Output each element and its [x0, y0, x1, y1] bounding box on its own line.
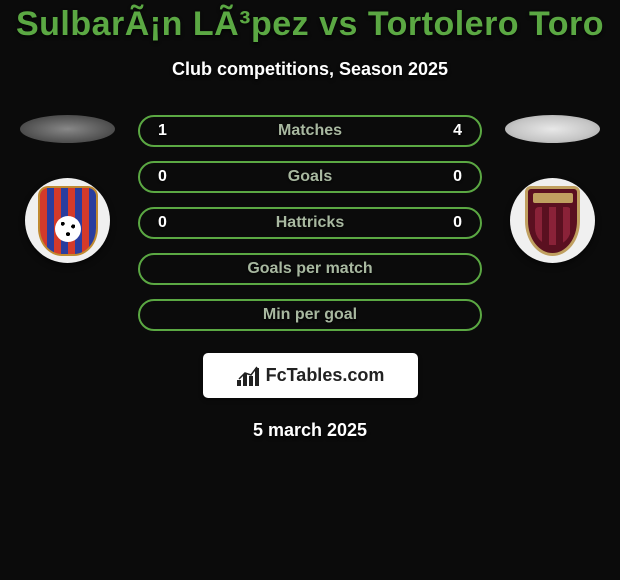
stat-label: Hattricks [178, 214, 442, 232]
stat-right-value: 0 [442, 168, 462, 186]
date-text: 5 march 2025 [0, 420, 620, 441]
brand-text: FcTables.com [266, 365, 385, 386]
stat-row-goals: 0 Goals 0 [138, 161, 482, 193]
stat-left-value: 1 [158, 122, 178, 140]
right-player-marker [505, 115, 600, 143]
left-side [15, 115, 120, 263]
stat-label: Matches [178, 122, 442, 140]
stat-row-hattricks: 0 Hattricks 0 [138, 207, 482, 239]
msc-shield-icon [38, 186, 98, 256]
left-player-marker [20, 115, 115, 143]
page-title: SulbarÃ¡n LÃ³pez vs Tortolero Toro [0, 5, 620, 44]
brand-box[interactable]: FcTables.com [203, 353, 418, 398]
stat-row-matches: 1 Matches 4 [138, 115, 482, 147]
stat-left-value: 0 [158, 214, 178, 232]
bars-icon [236, 366, 260, 386]
main-row: 1 Matches 4 0 Goals 0 0 Hattricks 0 Goal… [0, 115, 620, 331]
stat-row-gpm: Goals per match [138, 253, 482, 285]
stat-label: Goals [178, 168, 442, 186]
comparison-card: SulbarÃ¡n LÃ³pez vs Tortolero Toro Club … [0, 0, 620, 441]
stat-right-value: 0 [442, 214, 462, 232]
stat-label: Goals per match [178, 260, 442, 278]
left-club-badge [25, 178, 110, 263]
stat-label: Min per goal [178, 306, 442, 324]
stat-row-mpg: Min per goal [138, 299, 482, 331]
stat-left-value: 0 [158, 168, 178, 186]
right-club-badge [510, 178, 595, 263]
subtitle: Club competitions, Season 2025 [0, 59, 620, 80]
right-side [500, 115, 605, 263]
stat-right-value: 4 [442, 122, 462, 140]
carabobo-shield-icon [525, 186, 580, 256]
stats-column: 1 Matches 4 0 Goals 0 0 Hattricks 0 Goal… [120, 115, 500, 331]
